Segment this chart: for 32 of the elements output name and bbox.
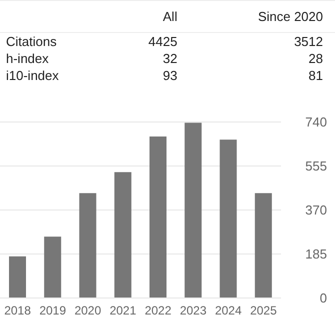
bar bbox=[220, 140, 237, 298]
text: Since 2020 bbox=[256, 8, 324, 26]
y-tick-label: 0 bbox=[320, 290, 327, 306]
category-label: i10-index bbox=[5, 67, 60, 84]
bar bbox=[9, 256, 26, 298]
y-tick-label: 185 bbox=[305, 246, 327, 262]
x-tick-label: 2018 bbox=[4, 304, 32, 318]
bar bbox=[44, 236, 62, 298]
bar bbox=[184, 122, 202, 298]
y-tick-label: 370 bbox=[305, 202, 327, 218]
category-label: h-index bbox=[5, 50, 50, 67]
x-tick-label: 2025 bbox=[250, 304, 278, 318]
y-tick-label: 555 bbox=[305, 158, 327, 174]
data-label: 3512 bbox=[293, 33, 324, 50]
data-label: 93 bbox=[162, 67, 178, 84]
bar bbox=[79, 193, 96, 298]
x-tick-label: 2020 bbox=[74, 304, 102, 318]
bar bbox=[150, 136, 166, 298]
x-tick-label: 2023 bbox=[180, 304, 207, 318]
bar bbox=[254, 193, 272, 298]
text: All bbox=[162, 8, 178, 26]
x-tick-label: 2019 bbox=[39, 304, 66, 318]
x-tick-label: 2021 bbox=[110, 304, 137, 318]
y-tick-label: 740 bbox=[305, 114, 327, 130]
data-label: 28 bbox=[308, 50, 324, 67]
category-label: Citations bbox=[5, 33, 58, 50]
data-label: 4425 bbox=[147, 33, 178, 50]
x-tick-label: 2022 bbox=[144, 304, 172, 318]
data-label: 32 bbox=[162, 50, 178, 67]
x-tick-label: 2024 bbox=[214, 304, 242, 318]
data-label: 81 bbox=[308, 67, 324, 84]
bar bbox=[114, 172, 132, 298]
